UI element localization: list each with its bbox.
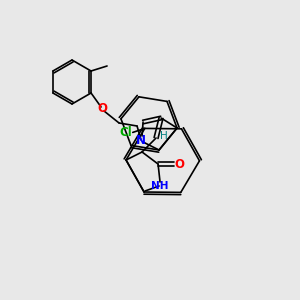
Text: NH: NH xyxy=(151,181,169,191)
Text: Cl: Cl xyxy=(119,126,132,139)
Text: O: O xyxy=(174,158,184,170)
Text: O: O xyxy=(97,103,107,116)
Text: N: N xyxy=(136,134,146,146)
Text: H: H xyxy=(160,131,168,141)
